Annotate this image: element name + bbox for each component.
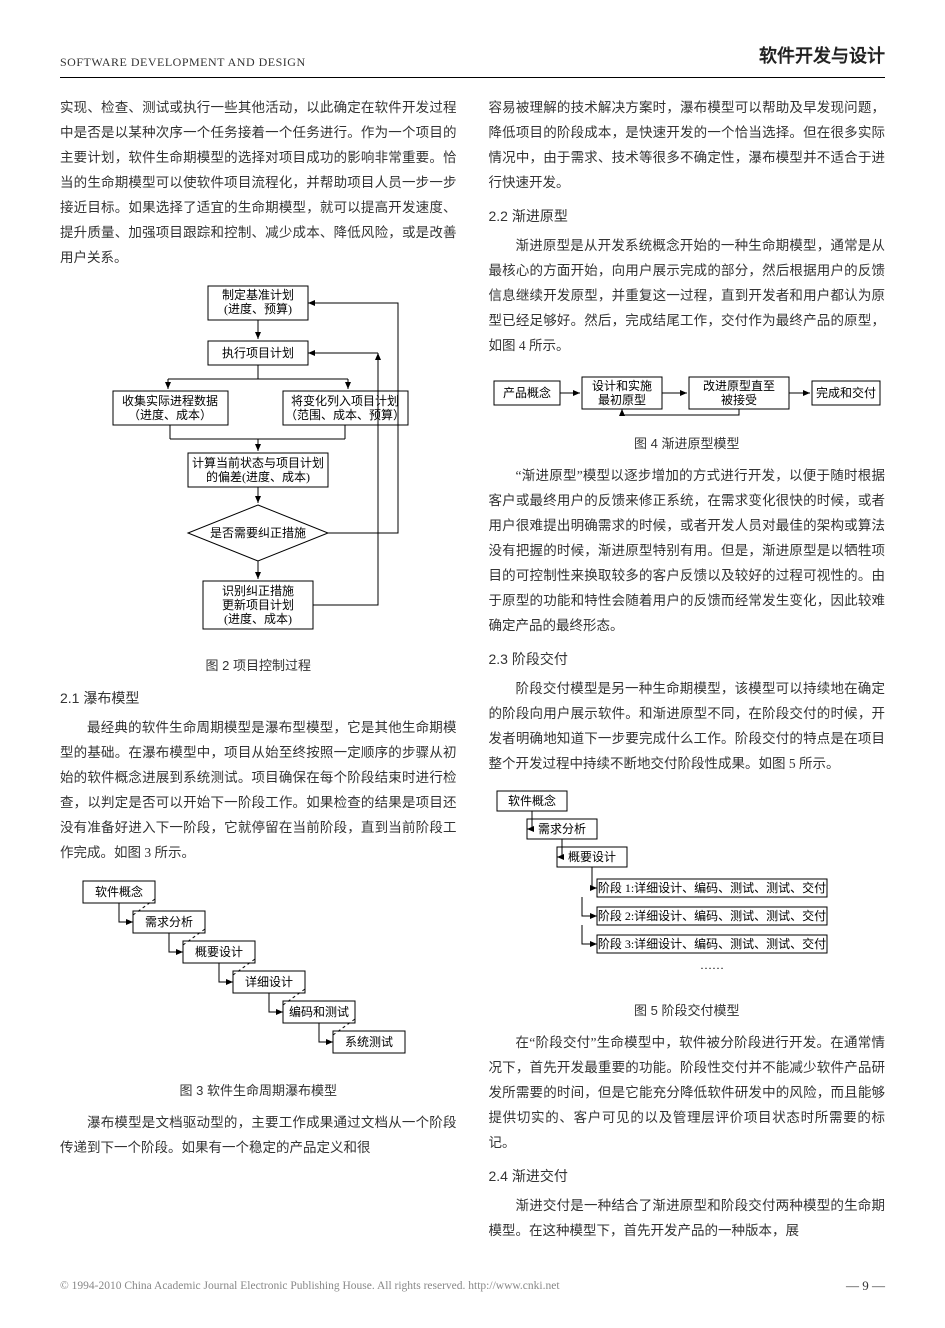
right-para-6: 渐进交付是一种结合了渐进原型和阶段交付两种模型的生命期模型。在这种模型下，首先开…: [489, 1194, 886, 1244]
footer-page-number: — 9 —: [846, 1274, 885, 1298]
fig3-step-0: 软件概念: [95, 884, 143, 899]
figure-2: 制定基准计划 (进度、预算) 执行项目计划 收集实际进程数据 （进度、成本） 将…: [60, 281, 457, 650]
header-right-text: 软件开发与设计: [759, 40, 885, 73]
left-para-3: 瀑布模型是文档驱动型的，主要工作成果通过文档从一个阶段传递到下一个阶段。如果有一…: [60, 1111, 457, 1161]
fig3-step-1: 需求分析: [145, 915, 193, 929]
fig2-n3b: （进度、成本）: [128, 407, 212, 422]
fig5-stage-0: 阶段 1:详细设计、编码、测试、测试、交付: [598, 880, 826, 895]
content-columns: 实现、检查、测试或执行一些其他活动，以此确定在软件开发过程中是否是以某种次序一个…: [60, 96, 885, 1244]
figure-5: 软件概念需求分析概要设计阶段 1:详细设计、编码、测试、测试、交付阶段 2:详细…: [489, 786, 886, 995]
footer-copyright: © 1994-2010 China Academic Journal Elect…: [60, 1276, 560, 1297]
fig2-n3a: 收集实际进程数据: [122, 393, 218, 408]
fig2-n5a: 计算当前状态与项目计划: [192, 455, 324, 470]
section-2-2-heading: 2.2 渐进原型: [489, 204, 886, 230]
figure-3: 软件概念需求分析概要设计详细设计编码和测试系统测试: [60, 876, 457, 1075]
figure-4: 产品概念 设计和实施 最初原型 改进原型直至 被接受 完成和交付: [489, 369, 886, 428]
right-para-2: 渐进原型是从开发系统概念开始的一种生命期模型，通常是从最核心的方面开始，向用户展…: [489, 234, 886, 359]
fig4-n3b: 被接受: [721, 392, 757, 407]
fig2-n1b: (进度、预算): [224, 301, 292, 316]
fig3-step-5: 系统测试: [345, 1034, 393, 1049]
figure-2-caption: 图 2 项目控制过程: [60, 654, 457, 678]
figure-3-caption: 图 3 软件生命周期瀑布模型: [60, 1079, 457, 1103]
left-column: 实现、检查、测试或执行一些其他活动，以此确定在软件开发过程中是否是以某种次序一个…: [60, 96, 457, 1244]
page-footer: © 1994-2010 China Academic Journal Elect…: [60, 1274, 885, 1298]
header-left-text: SOFTWARE DEVELOPMENT AND DESIGN: [60, 51, 306, 73]
section-2-1-heading: 2.1 瀑布模型: [60, 686, 457, 712]
fig2-n1a: 制定基准计划: [222, 287, 294, 302]
fig5-top-1: 需求分析: [538, 822, 586, 836]
fig2-n7c: (进度、成本): [224, 611, 292, 626]
page-header: SOFTWARE DEVELOPMENT AND DESIGN 软件开发与设计: [60, 40, 885, 78]
fig2-n5b: 的偏差(进度、成本): [206, 469, 310, 484]
right-para-5: 在“阶段交付”生命模型中，软件被分阶段进行开发。在通常情况下，首先开发最重要的功…: [489, 1031, 886, 1156]
fig5-top-2: 概要设计: [568, 850, 616, 864]
fig2-n4b: （范围、成本、预算）: [285, 407, 405, 422]
fig5-stage-1: 阶段 2:详细设计、编码、测试、测试、交付: [598, 908, 826, 923]
fig2-n2: 执行项目计划: [222, 346, 294, 360]
left-para-2: 最经典的软件生命周期模型是瀑布型模型，它是其他生命期模型的基础。在瀑布模型中，项…: [60, 716, 457, 866]
fig2-n6: 是否需要纠正措施: [210, 526, 306, 540]
right-para-4: 阶段交付模型是另一种生命期模型，该模型可以持续地在确定的阶段向用户展示软件。和渐…: [489, 677, 886, 777]
right-para-3: “渐进原型”模型以逐步增加的方式进行开发，以便于随时根据客户或最终用户的反馈来修…: [489, 464, 886, 639]
right-para-1: 容易被理解的技术解决方案时，瀑布模型可以帮助及早发现问题，降低项目的阶段成本，是…: [489, 96, 886, 196]
figure-5-caption: 图 5 阶段交付模型: [489, 999, 886, 1023]
section-2-3-heading: 2.3 阶段交付: [489, 647, 886, 673]
fig4-n2b: 最初原型: [598, 393, 646, 407]
fig5-stage-2: 阶段 3:详细设计、编码、测试、测试、交付: [598, 936, 826, 951]
fig2-n4a: 将变化列入项目计划: [291, 393, 399, 408]
fig3-step-4: 编码和测试: [289, 1004, 349, 1019]
fig5-dots: ……: [700, 958, 724, 972]
fig4-n2a: 设计和实施: [592, 378, 652, 393]
section-2-4-heading: 2.4 渐进交付: [489, 1164, 886, 1190]
left-para-1: 实现、检查、测试或执行一些其他活动，以此确定在软件开发过程中是否是以某种次序一个…: [60, 96, 457, 271]
fig3-step-2: 概要设计: [195, 945, 243, 959]
fig5-top-0: 软件概念: [508, 793, 556, 808]
fig4-n1: 产品概念: [503, 385, 551, 400]
fig4-n4: 完成和交付: [816, 385, 876, 400]
right-column: 容易被理解的技术解决方案时，瀑布模型可以帮助及早发现问题，降低项目的阶段成本，是…: [489, 96, 886, 1244]
fig2-n7a: 识别纠正措施: [222, 584, 294, 598]
fig4-n3a: 改进原型直至: [703, 379, 775, 393]
figure-4-caption: 图 4 渐进原型模型: [489, 432, 886, 456]
fig3-step-3: 详细设计: [245, 974, 293, 989]
fig2-n7b: 更新项目计划: [222, 597, 294, 612]
